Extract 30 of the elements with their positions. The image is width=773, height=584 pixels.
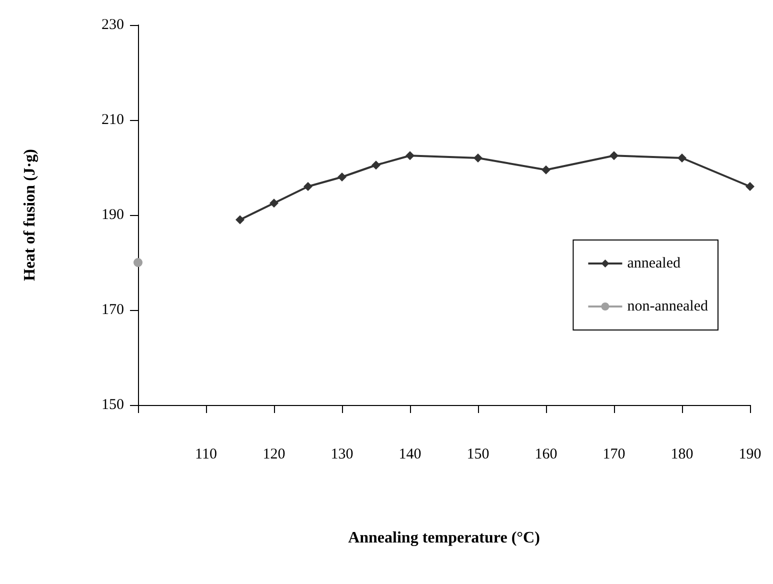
x-tick-label: 190 <box>738 446 762 462</box>
point <box>134 258 142 267</box>
x-tick-label: 170 <box>602 446 626 462</box>
y-tick-label: 230 <box>102 17 124 33</box>
legend-label: annealed <box>627 256 682 272</box>
x-tick-label: 140 <box>398 446 422 462</box>
y-tick-label: 210 <box>102 112 124 128</box>
x-axis-title: Annealing temperature (°C) <box>348 530 540 546</box>
x-tick-label: 120 <box>262 446 286 462</box>
y-tick-label: 170 <box>102 302 124 318</box>
x-tick-label: 180 <box>670 446 694 462</box>
point <box>270 198 278 208</box>
point <box>304 182 312 191</box>
legend-label: non-annealed <box>627 298 708 314</box>
y-tick-label: 150 <box>102 397 124 413</box>
point <box>610 151 618 160</box>
point <box>236 215 244 224</box>
point <box>542 165 550 174</box>
y-axis-title: Heat of fusion (J·g) <box>22 149 38 281</box>
x-tick-label: 110 <box>195 446 217 462</box>
x-tick-label: 150 <box>466 446 490 462</box>
x-tick-label: 130 <box>330 446 354 462</box>
point <box>338 172 346 182</box>
x-tick-label: 160 <box>534 446 558 462</box>
y-tick-label: 190 <box>102 207 124 223</box>
point <box>678 154 686 162</box>
point <box>372 160 380 170</box>
point <box>746 182 754 191</box>
point <box>406 151 414 160</box>
point <box>474 154 482 162</box>
